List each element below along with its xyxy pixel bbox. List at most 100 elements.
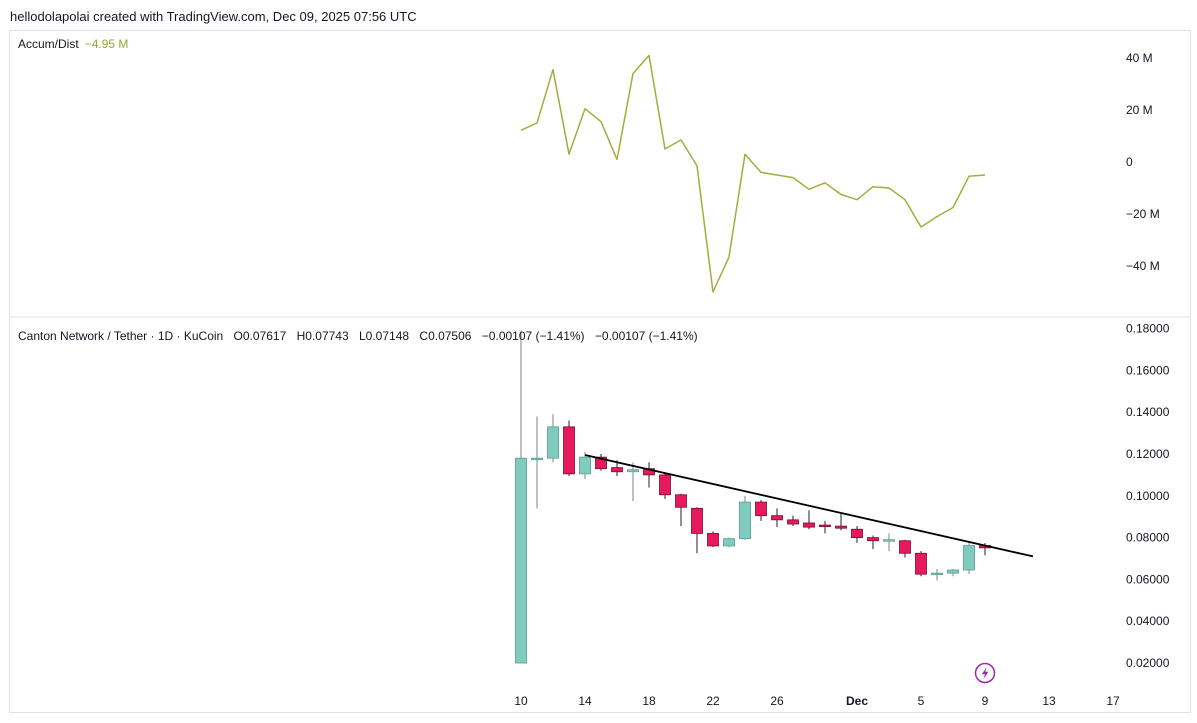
- candle: [947, 568, 959, 577]
- candle-body: [803, 522, 815, 528]
- accum-dist-tick-label: 40 M: [1126, 51, 1153, 65]
- candle-body: [899, 540, 911, 554]
- candle: [835, 513, 847, 531]
- time-tick-label: 10: [514, 694, 528, 708]
- candle: [915, 551, 927, 577]
- candle-body: [771, 515, 783, 521]
- time-tick-label: 5: [918, 694, 925, 708]
- candle-body: [947, 569, 959, 574]
- candle: [803, 510, 815, 530]
- candle: [643, 462, 655, 488]
- badge-circle[interactable]: [974, 662, 996, 684]
- candle-body: [851, 528, 863, 538]
- price-tick-label: 0.08000: [1126, 531, 1170, 545]
- high-value: H0.07743: [296, 329, 349, 343]
- chart-frame: [9, 30, 1191, 713]
- candle: [899, 539, 911, 558]
- trendline-drawing[interactable]: [584, 454, 1034, 558]
- candle: [563, 420, 575, 476]
- price-tick-label: 0.02000: [1126, 656, 1170, 670]
- candle-body: [563, 426, 575, 475]
- price-tick-label: 0.18000: [1126, 322, 1170, 336]
- candle: [755, 499, 767, 521]
- candle: [739, 495, 751, 540]
- candle-body: [675, 494, 687, 508]
- candle-body: [819, 524, 831, 527]
- candle: [547, 414, 559, 463]
- price-tick-label: 0.06000: [1126, 572, 1170, 586]
- time-tick-label: 14: [578, 694, 592, 708]
- candle: [851, 526, 863, 543]
- accum-dist-price-axis: 40 M 20 M 0 −20 M −40 M: [1126, 51, 1160, 273]
- candle: [771, 508, 783, 528]
- candle: [659, 472, 671, 499]
- open-value: O0.07617: [233, 329, 287, 343]
- candle: [531, 416, 543, 509]
- candle: [787, 515, 799, 527]
- candle-body: [691, 507, 703, 534]
- candle: [723, 537, 735, 548]
- time-tick-label: 22: [706, 694, 720, 708]
- close-value: C0.07506: [419, 329, 472, 343]
- lightning-icon: [981, 667, 989, 679]
- price-axis: 0.18000 0.16000 0.14000 0.12000 0.10000 0.080…: [1126, 322, 1170, 670]
- accum-dist-legend[interactable]: Accum/Dist −4.95 M: [18, 37, 128, 51]
- candle-body: [611, 467, 623, 473]
- trendline: [584, 454, 1034, 558]
- time-tick-label: 17: [1106, 694, 1120, 708]
- accum-dist-line: [520, 54, 986, 293]
- candle-body: [723, 538, 735, 547]
- symbol-title: Canton Network / Tether · 1D · KuCoin: [18, 329, 224, 343]
- candle: [867, 535, 879, 550]
- accum-dist-tick-label: −20 M: [1126, 207, 1160, 221]
- candle-body: [531, 457, 543, 461]
- candle-body: [755, 501, 767, 517]
- time-tick-label: 18: [642, 694, 656, 708]
- candle-body: [931, 572, 943, 576]
- indicator-value: −4.95 M: [84, 37, 129, 51]
- candle: [675, 493, 687, 527]
- indicator-name: Accum/Dist: [18, 37, 79, 51]
- time-axis: 10 14 18 22 26 Dec 5 9 13 17: [514, 694, 1120, 708]
- price-tick-label: 0.10000: [1126, 489, 1170, 503]
- candle-body: [547, 426, 559, 459]
- candle-body: [883, 539, 895, 542]
- candlestick-series: [515, 330, 991, 664]
- price-tick-label: 0.12000: [1126, 447, 1170, 461]
- change-value-secondary: −0.00107 (−1.41%): [594, 329, 698, 343]
- lightning-badge[interactable]: [974, 662, 996, 684]
- candle: [515, 330, 527, 664]
- candle-body: [739, 501, 751, 540]
- candle-body: [659, 474, 671, 496]
- time-tick-label: 13: [1042, 694, 1056, 708]
- accum-dist-tick-label: −40 M: [1126, 259, 1160, 273]
- price-tick-label: 0.16000: [1126, 363, 1170, 377]
- candle: [595, 454, 607, 471]
- candle-body: [595, 456, 607, 470]
- symbol-legend[interactable]: Canton Network / Tether · 1D · KuCoin O0…: [18, 329, 698, 343]
- candle: [707, 531, 719, 548]
- candle-body: [787, 519, 799, 525]
- candle-body: [835, 525, 847, 529]
- candle: [963, 541, 975, 575]
- candle-body: [579, 456, 591, 475]
- candle: [579, 451, 591, 480]
- time-tick-label: 9: [982, 694, 989, 708]
- candle-body: [707, 533, 719, 547]
- candle: [883, 533, 895, 552]
- candle-body: [867, 537, 879, 542]
- accum-dist-tick-label: 20 M: [1126, 103, 1153, 117]
- accum-dist-series-line: [520, 54, 986, 293]
- candle: [819, 520, 831, 534]
- time-tick-label: Dec: [846, 694, 868, 708]
- candle-body: [515, 457, 527, 664]
- candle: [931, 568, 943, 581]
- candle-body: [915, 552, 927, 575]
- low-value: L0.07148: [359, 329, 410, 343]
- accum-dist-tick-label: 0: [1126, 155, 1133, 169]
- candle-body: [963, 545, 975, 571]
- price-tick-label: 0.04000: [1126, 614, 1170, 628]
- attribution-text: hellodolapolai created with TradingView.…: [10, 9, 417, 24]
